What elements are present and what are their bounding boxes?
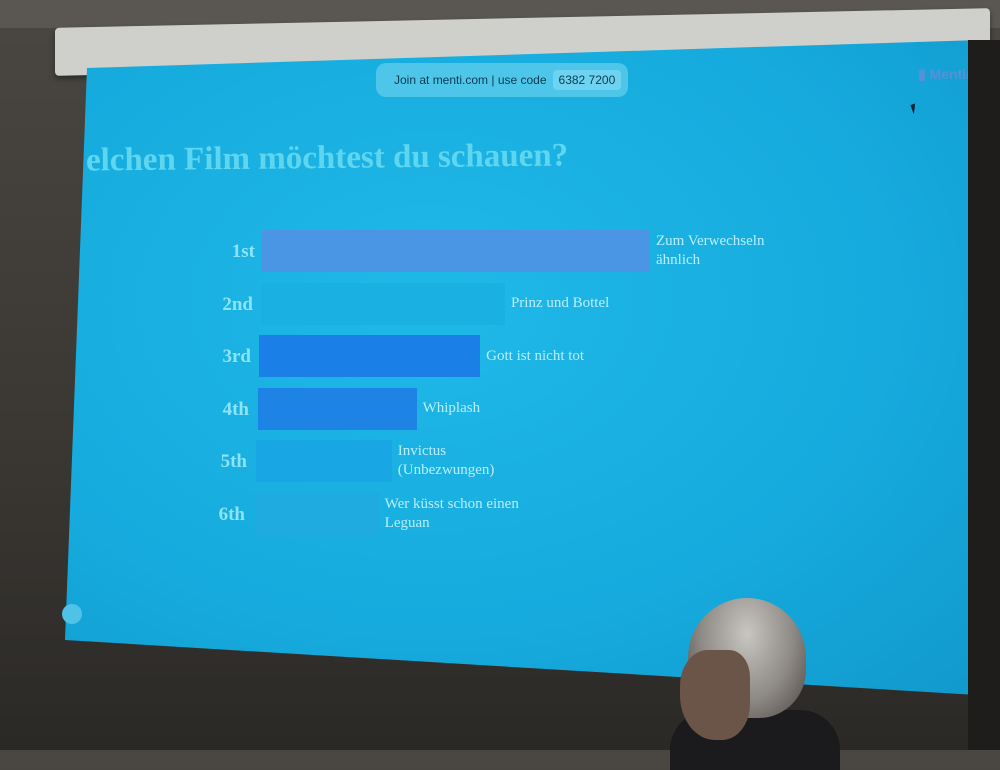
brand-text: Mentin bbox=[929, 66, 975, 82]
option-label: Prinz und Bottel bbox=[511, 294, 609, 313]
bar-3 bbox=[259, 335, 481, 377]
option-label-line: Zum Verwechseln bbox=[656, 233, 765, 249]
option-label: Zum Verwechseln ähnlich bbox=[656, 232, 764, 270]
rank-label: 6th bbox=[218, 503, 245, 525]
option-label-line: Wer küsst schon einen bbox=[384, 495, 519, 512]
option-label-line: Gott ist nicht tot bbox=[486, 347, 585, 364]
presenter-person bbox=[670, 598, 840, 770]
mentimeter-logo: ▮ Mentin bbox=[918, 66, 975, 82]
wall-edge bbox=[968, 40, 1000, 750]
projected-slide bbox=[65, 40, 980, 695]
rank-label: 3rd bbox=[222, 346, 252, 367]
rank-label: 2nd bbox=[222, 293, 253, 315]
bar-2 bbox=[260, 282, 505, 325]
bar-1 bbox=[262, 230, 650, 272]
join-banner: Join at menti.com | use code 6382 7200 bbox=[376, 63, 628, 97]
bar-6 bbox=[254, 492, 379, 535]
presenter-face bbox=[680, 650, 750, 740]
option-label-line: Invictus bbox=[397, 443, 447, 459]
join-code: 6382 7200 bbox=[552, 70, 622, 90]
rank-label: 4th bbox=[222, 398, 249, 420]
option-label-line: Leguan bbox=[384, 514, 430, 531]
navigation-button[interactable] bbox=[62, 604, 82, 624]
option-label-line: ähnlich bbox=[656, 252, 701, 268]
option-label: Whiplash bbox=[423, 399, 481, 418]
bar-5 bbox=[256, 440, 392, 482]
join-text: Join at menti.com | use code bbox=[394, 73, 547, 87]
option-label: Gott ist nicht tot bbox=[486, 347, 584, 366]
option-label-line: Whiplash bbox=[422, 400, 481, 416]
question-title: elchen Film möchtest du schauen? bbox=[85, 137, 569, 179]
rank-label: 5th bbox=[220, 451, 247, 472]
option-label: Invictus (Unbezwungen) bbox=[398, 442, 495, 480]
option-label: Wer küsst schon einen Leguan bbox=[385, 495, 519, 533]
rank-label: 1st bbox=[231, 241, 255, 262]
bar-4 bbox=[257, 387, 417, 430]
option-label-line: Prinz und Bottel bbox=[510, 295, 610, 311]
option-label-line: (Unbezwungen) bbox=[397, 462, 495, 478]
